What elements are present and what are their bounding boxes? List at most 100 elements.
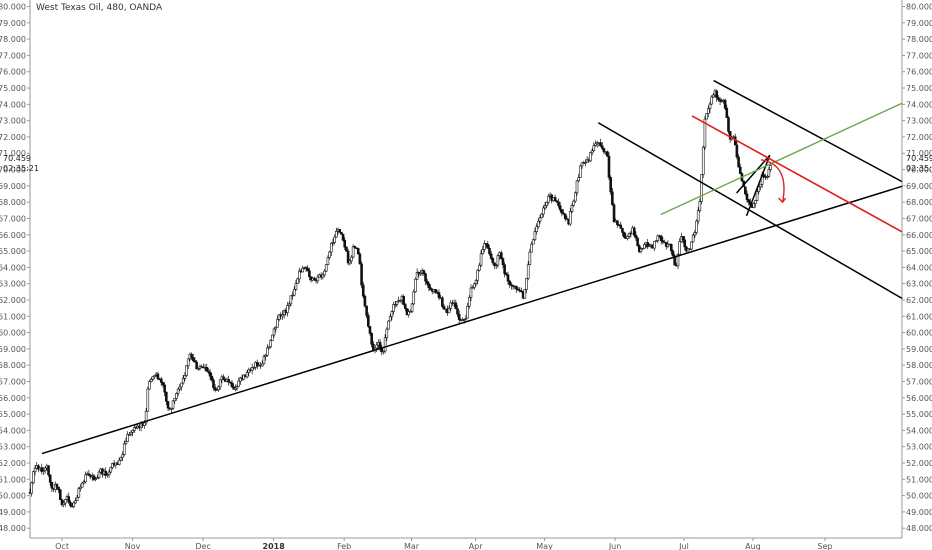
candle — [33, 464, 37, 476]
candle — [129, 430, 133, 437]
candle — [501, 257, 505, 269]
candle — [267, 346, 271, 350]
candle-body — [678, 241, 681, 255]
candle — [383, 334, 387, 354]
candle-body — [523, 289, 527, 299]
x-tick-label: Mar — [404, 542, 420, 550]
candle — [634, 231, 638, 241]
candle-body — [542, 207, 545, 215]
candle-body — [117, 459, 121, 465]
candle — [289, 295, 293, 307]
candle — [151, 376, 155, 381]
candle — [486, 241, 490, 249]
candle-body — [271, 334, 274, 341]
y-tick-label: 70.000 — [0, 166, 26, 175]
y-tick-label: 65.000 — [906, 247, 932, 256]
y-tick-label: 62.000 — [906, 296, 932, 305]
candle — [390, 310, 394, 321]
candle-body — [213, 387, 217, 391]
candle-body — [715, 90, 719, 99]
price-axis-right[interactable]: 48.000 49.000 50.000 51.000 52.000 53.000 54.0… — [902, 3, 932, 534]
y-tick-label: 60.000 — [0, 329, 26, 338]
candle — [425, 278, 429, 286]
candle — [358, 252, 362, 265]
candle-body — [50, 482, 54, 489]
y-tick-label: 52.000 — [0, 459, 26, 468]
candle — [589, 151, 592, 163]
candle-body — [286, 305, 289, 313]
candle — [149, 377, 153, 383]
candle-body — [611, 191, 614, 206]
candle — [96, 474, 99, 480]
candle-body — [133, 427, 136, 431]
candle-body — [385, 328, 389, 339]
candle — [197, 367, 200, 371]
candle — [590, 148, 594, 156]
candle — [434, 289, 437, 294]
candle-body — [335, 230, 338, 238]
candle-body — [143, 422, 146, 426]
candle-body — [126, 434, 129, 442]
candle-body — [208, 371, 212, 377]
candle — [723, 98, 727, 110]
candle-body — [466, 306, 469, 319]
candle — [207, 367, 210, 375]
candle — [131, 429, 134, 437]
candle-body — [626, 235, 629, 239]
candle — [292, 286, 296, 297]
candle — [313, 276, 316, 281]
candle-body — [698, 201, 702, 211]
candle — [656, 234, 660, 244]
x-tick-label: May — [536, 542, 553, 550]
countdown-label: 02:35:21 — [3, 164, 39, 173]
candle-body — [72, 502, 76, 507]
candle — [708, 101, 712, 113]
candle — [387, 320, 390, 330]
candle-body — [738, 166, 742, 174]
candle — [94, 477, 97, 482]
mid-resistance-line — [597, 122, 903, 299]
arrow-head-icon — [778, 197, 787, 204]
countdown-label: 02:35:21 — [906, 164, 932, 173]
candle-body — [634, 234, 638, 239]
candle — [717, 95, 720, 102]
candle — [42, 466, 45, 475]
candle-body — [181, 378, 185, 384]
candle — [269, 339, 272, 349]
candle — [757, 186, 761, 195]
x-tick-label: Dec — [195, 542, 210, 550]
candle-body — [690, 241, 693, 250]
price-axis-left[interactable]: 48.000 49.000 50.000 51.000 52.000 53.000 54.0… — [0, 3, 30, 534]
candle — [281, 310, 284, 320]
candle-body — [368, 326, 372, 334]
candle — [568, 207, 572, 227]
candle-body — [752, 203, 756, 208]
candle — [329, 242, 333, 256]
candle — [718, 96, 722, 106]
y-tick-label: 70.000 — [906, 166, 932, 175]
candle-body — [560, 209, 564, 214]
candle-body — [754, 200, 757, 204]
candle — [215, 388, 219, 391]
y-tick-label: 71.000 — [906, 149, 932, 158]
time-axis[interactable]: Oct Nov Dec 2018 Feb Mar Apr May Jun Jul Aug Sep — [55, 538, 833, 550]
candle — [639, 247, 643, 254]
candle — [324, 264, 328, 272]
candle-body — [501, 258, 505, 266]
trend-lines — [41, 79, 903, 455]
y-tick-label: 55.000 — [906, 410, 932, 419]
candle-body — [173, 397, 177, 402]
y-tick-label: 58.000 — [906, 361, 932, 370]
candle-body — [531, 239, 535, 245]
candle-body — [171, 400, 175, 409]
candle — [170, 407, 173, 413]
candle-body — [725, 107, 729, 118]
candle-body — [759, 183, 762, 188]
candle — [505, 272, 508, 276]
candle — [286, 301, 289, 317]
candle — [50, 481, 54, 492]
candle-body — [718, 99, 722, 102]
candle — [535, 223, 538, 235]
wedge-lower-line — [745, 155, 771, 217]
